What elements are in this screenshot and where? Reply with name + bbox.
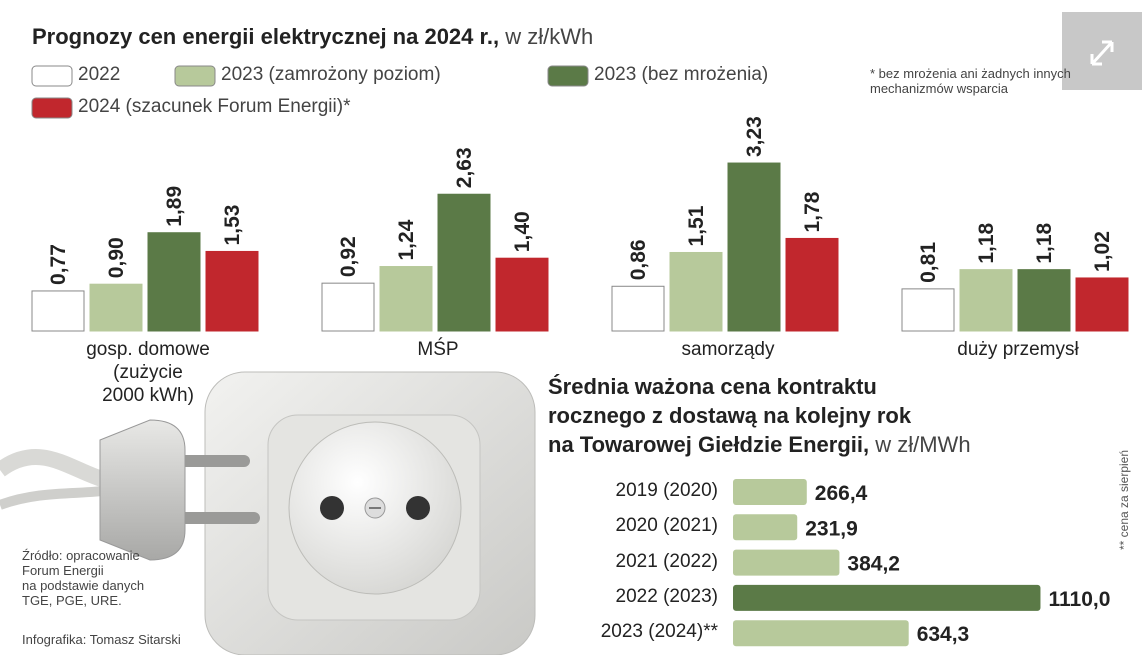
value-label: 1,24 xyxy=(395,219,418,260)
y-tick-label: 2020 (2021) xyxy=(518,515,718,537)
source: Źródło: opracowanie Forum Energii na pod… xyxy=(22,548,144,608)
bar xyxy=(90,284,142,331)
title-unit: w zł/kWh xyxy=(505,24,593,49)
side-note: ** cena za sierpień xyxy=(1117,450,1131,550)
chart-title: Prognozy cen energii elektrycznej na 202… xyxy=(32,24,593,50)
bar xyxy=(733,550,839,576)
value-label: 1,78 xyxy=(801,191,824,232)
legend-label: 2023 (bez mrożenia) xyxy=(594,64,768,86)
x-tick-label: gosp. domowe (zużycie 2000 kWh) xyxy=(38,338,258,407)
legend-swatch xyxy=(32,66,72,86)
legend-swatch xyxy=(175,66,215,86)
bar xyxy=(670,252,722,331)
y-tick-label: 2021 (2022) xyxy=(518,551,718,573)
value-label: 1,40 xyxy=(511,211,534,252)
title-text: Średnia ważona cena kontraktu rocznego z… xyxy=(548,374,911,457)
bar xyxy=(438,194,490,331)
value-label: 384,2 xyxy=(847,553,900,576)
value-label: 1,18 xyxy=(1033,222,1056,263)
bar xyxy=(733,479,807,505)
value-label: 231,9 xyxy=(805,517,858,540)
value-label: 1,51 xyxy=(685,205,708,246)
footnote: * bez mrożenia ani żadnych innych mechan… xyxy=(870,66,1071,96)
y-tick-label: 2022 (2023) xyxy=(518,586,718,608)
bar xyxy=(380,267,432,331)
x-tick-label: duży przemysł xyxy=(908,338,1128,361)
value-label: 2,63 xyxy=(453,147,476,188)
value-label: 1,89 xyxy=(163,186,186,227)
legend-swatch xyxy=(548,66,588,86)
expand-button[interactable] xyxy=(1062,12,1142,90)
x-tick-label: MŚP xyxy=(328,338,548,361)
value-label: 0,86 xyxy=(627,239,650,280)
value-label: 0,81 xyxy=(917,242,940,283)
bar xyxy=(786,238,838,331)
bar xyxy=(1076,278,1128,331)
value-label: 266,4 xyxy=(815,482,868,505)
legend-swatch xyxy=(32,98,72,118)
legend-label: 2023 (zamrożony poziom) xyxy=(221,64,441,86)
value-label: 1,02 xyxy=(1091,231,1114,272)
bar xyxy=(733,514,797,540)
chart-title: Średnia ważona cena kontraktu rocznego z… xyxy=(548,372,971,459)
legend-label: 2024 (szacunek Forum Energii)* xyxy=(78,96,350,118)
page: 0,77 0,90 1,89 1,53 0,92 1,24 2,63 1,40 0,86 1,51… xyxy=(0,0,1142,655)
bar xyxy=(728,163,780,331)
x-tick-label: samorządy xyxy=(618,338,838,361)
value-label: 3,23 xyxy=(743,116,766,157)
credit: Infografika: Tomasz Sitarski xyxy=(22,632,181,647)
value-label: 1110,0 xyxy=(1048,588,1110,611)
bar xyxy=(322,283,374,331)
title-unit: w zł/MWh xyxy=(875,432,970,457)
bar xyxy=(32,291,84,331)
bar xyxy=(206,251,258,331)
value-label: 0,90 xyxy=(105,237,128,278)
bar xyxy=(148,233,200,331)
bar xyxy=(733,620,909,646)
value-label: 1,53 xyxy=(221,205,244,246)
bar xyxy=(733,585,1040,611)
legend-label: 2022 xyxy=(78,64,120,86)
value-label: 634,3 xyxy=(917,623,970,646)
value-label: 0,92 xyxy=(337,236,360,277)
bar xyxy=(1018,270,1070,331)
value-label: 1,18 xyxy=(975,222,998,263)
bar xyxy=(902,289,954,331)
bar xyxy=(612,286,664,331)
expand-icon xyxy=(1062,12,1142,90)
bar xyxy=(960,270,1012,331)
y-tick-label: 2019 (2020) xyxy=(518,480,718,502)
value-label: 0,77 xyxy=(47,244,70,285)
bar xyxy=(496,258,548,331)
title-text: Prognozy cen energii elektrycznej na 202… xyxy=(32,24,499,49)
y-tick-label: 2023 (2024)** xyxy=(518,621,718,643)
